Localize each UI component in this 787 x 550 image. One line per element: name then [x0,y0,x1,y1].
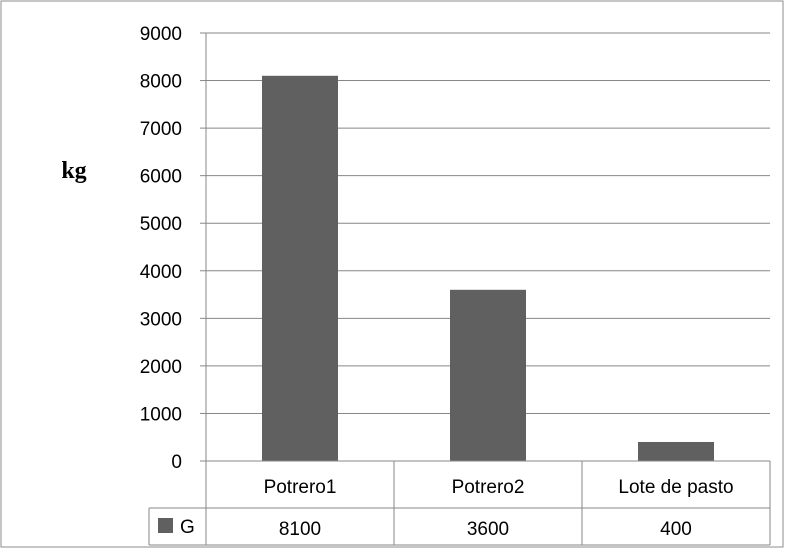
axes [200,32,770,462]
y-tick-label: 8000 [140,72,182,93]
bars [262,75,714,462]
data-table: Potrero1 Potrero2 Lote de pasto G 8100 3600 40… [148,461,771,546]
x-category-label: Potrero2 [452,477,525,498]
y-axis-label: kg [61,158,86,184]
table-row-label: G [180,517,195,538]
y-tick-label: 2000 [140,357,182,378]
y-tick-label: 0 [171,452,182,473]
data-label: 3600 [467,519,509,540]
x-category-label: Potrero1 [264,477,337,498]
y-tick-label: 9000 [140,24,182,45]
legend-key [158,518,173,533]
data-label: 400 [660,519,692,540]
y-tick-label: 4000 [140,262,182,283]
y-tick-labels: 0 1000 2000 3000 4000 5000 6000 7000 8000 9000 [140,24,182,473]
bar-potrero1 [262,75,338,462]
bar-lote-de-pasto [638,441,714,461]
y-tick-label: 7000 [140,119,182,140]
bar-potrero2 [450,289,526,461]
y-tick-label: 6000 [140,167,182,188]
x-category-label: Lote de pasto [618,477,733,498]
y-tick-label: 3000 [140,309,182,330]
data-label: 8100 [279,519,321,540]
y-tick-label: 1000 [140,404,182,425]
y-tick-label: 5000 [140,214,182,235]
